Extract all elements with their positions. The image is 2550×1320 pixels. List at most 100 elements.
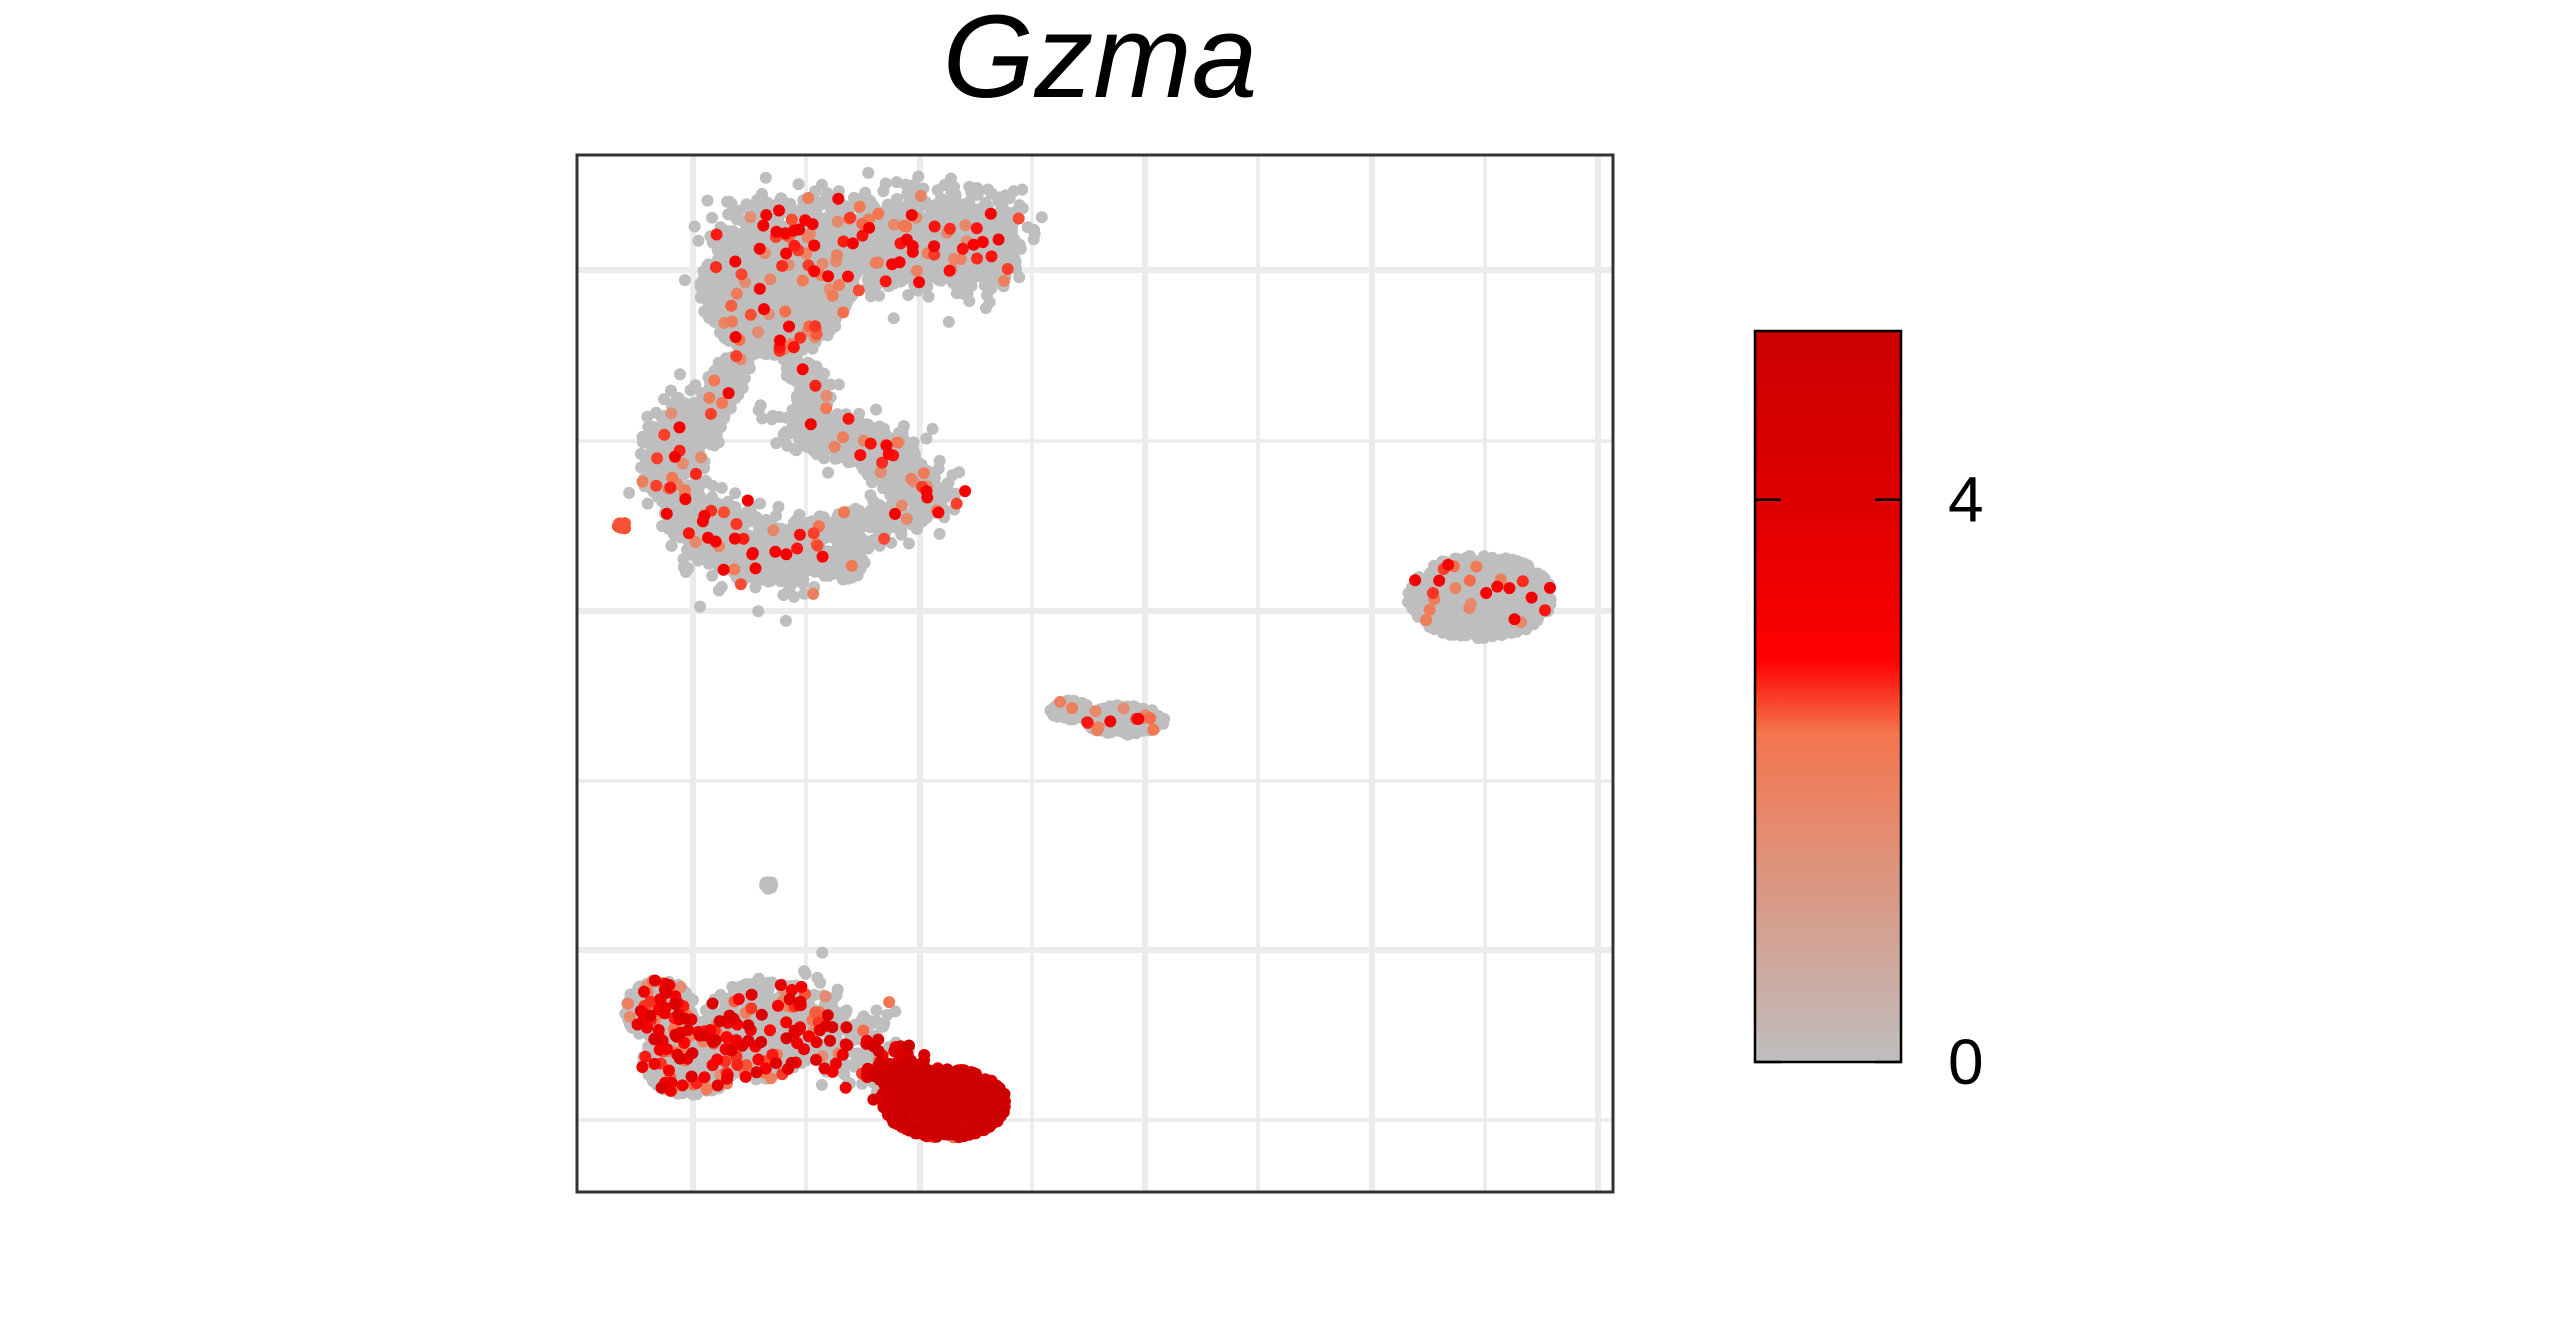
cell-point bbox=[898, 420, 910, 432]
cell-point bbox=[706, 212, 718, 224]
cell-point bbox=[915, 516, 927, 528]
cell-point bbox=[658, 393, 670, 405]
cell-point bbox=[857, 520, 869, 532]
cell-point bbox=[867, 269, 879, 281]
cell-point bbox=[781, 426, 793, 438]
cell-point bbox=[682, 563, 694, 575]
cell-point bbox=[752, 605, 764, 617]
cell-point bbox=[825, 324, 837, 336]
cell-point bbox=[755, 399, 767, 411]
cell-point bbox=[700, 553, 712, 565]
cell-point bbox=[707, 480, 719, 492]
cell-point bbox=[851, 549, 863, 561]
cell-point bbox=[706, 570, 718, 582]
cell-point bbox=[637, 437, 649, 449]
cell-point bbox=[903, 538, 915, 550]
cell-point bbox=[816, 566, 828, 578]
cell-point bbox=[783, 558, 795, 570]
cell-point bbox=[966, 280, 978, 292]
cell-point bbox=[694, 601, 706, 613]
cell-point bbox=[855, 537, 867, 549]
cell-point bbox=[1028, 224, 1040, 236]
cell-point bbox=[895, 276, 907, 288]
cell-point bbox=[836, 560, 848, 572]
cell-point bbox=[948, 181, 960, 193]
cell-point bbox=[726, 198, 738, 210]
cell-point bbox=[984, 296, 996, 308]
cell-point bbox=[797, 578, 809, 590]
cell-point bbox=[679, 274, 691, 286]
cell-point bbox=[943, 316, 955, 328]
cell-point bbox=[760, 172, 772, 184]
cell-point bbox=[826, 517, 838, 529]
cell-point bbox=[672, 513, 684, 525]
cell-point bbox=[923, 291, 935, 303]
cell-point bbox=[753, 525, 765, 537]
cell-point bbox=[734, 373, 746, 385]
cell-point bbox=[692, 235, 704, 247]
cell-point bbox=[821, 313, 833, 325]
cell-point bbox=[934, 528, 946, 540]
cell-point bbox=[765, 575, 777, 587]
cell-point bbox=[954, 283, 966, 295]
cell-point bbox=[729, 487, 741, 499]
cell-point bbox=[754, 498, 766, 510]
cell-point bbox=[689, 379, 701, 391]
cell-point bbox=[641, 411, 653, 423]
cell-point bbox=[741, 198, 753, 210]
cell-point bbox=[710, 521, 722, 533]
cell-point bbox=[851, 260, 863, 272]
cell-point bbox=[874, 421, 886, 433]
cell-point bbox=[853, 408, 865, 420]
cell-point bbox=[888, 312, 900, 324]
cell-point bbox=[877, 185, 889, 197]
cell-point bbox=[702, 292, 714, 304]
cell-point bbox=[878, 506, 890, 518]
cell-point bbox=[889, 207, 901, 219]
cell-point bbox=[902, 289, 914, 301]
cell-point bbox=[635, 461, 647, 473]
cell-point bbox=[831, 408, 843, 420]
cell-point bbox=[918, 234, 930, 246]
cell-point bbox=[904, 450, 916, 462]
cell-point bbox=[717, 290, 729, 302]
cell-point bbox=[807, 434, 819, 446]
cell-point bbox=[779, 437, 791, 449]
cell-point bbox=[870, 404, 882, 416]
cell-point bbox=[771, 561, 783, 573]
cell-point bbox=[1036, 211, 1048, 223]
cell-point bbox=[833, 379, 845, 391]
cell-point bbox=[792, 515, 804, 527]
cell-point bbox=[860, 460, 872, 472]
cell-point bbox=[743, 239, 755, 251]
cell-point bbox=[762, 197, 774, 209]
cell-point bbox=[862, 167, 874, 179]
cell-point bbox=[842, 526, 854, 538]
cell-point bbox=[760, 514, 772, 526]
cell-point bbox=[684, 421, 696, 433]
cell-point bbox=[934, 455, 946, 467]
cell-point bbox=[730, 235, 742, 247]
cell-point bbox=[856, 418, 868, 430]
cell-point bbox=[982, 184, 994, 196]
cell-point bbox=[775, 192, 787, 204]
cell-point bbox=[703, 312, 715, 324]
cell-point bbox=[728, 550, 740, 562]
cell-point bbox=[674, 368, 686, 380]
cell-point bbox=[872, 231, 884, 243]
cell-point bbox=[780, 615, 792, 627]
cell-point bbox=[715, 421, 727, 433]
cell-point bbox=[702, 195, 714, 207]
cell-point bbox=[891, 522, 903, 534]
cell-point bbox=[865, 290, 877, 302]
cell-point bbox=[913, 223, 925, 235]
cell-point bbox=[990, 223, 1002, 235]
cell-point bbox=[695, 281, 707, 293]
cell-point bbox=[623, 487, 635, 499]
cell-point bbox=[689, 221, 701, 233]
cell-point bbox=[1013, 271, 1025, 283]
cell-point bbox=[807, 343, 819, 355]
data-points bbox=[612, 167, 1557, 1143]
cell-point bbox=[790, 303, 802, 315]
